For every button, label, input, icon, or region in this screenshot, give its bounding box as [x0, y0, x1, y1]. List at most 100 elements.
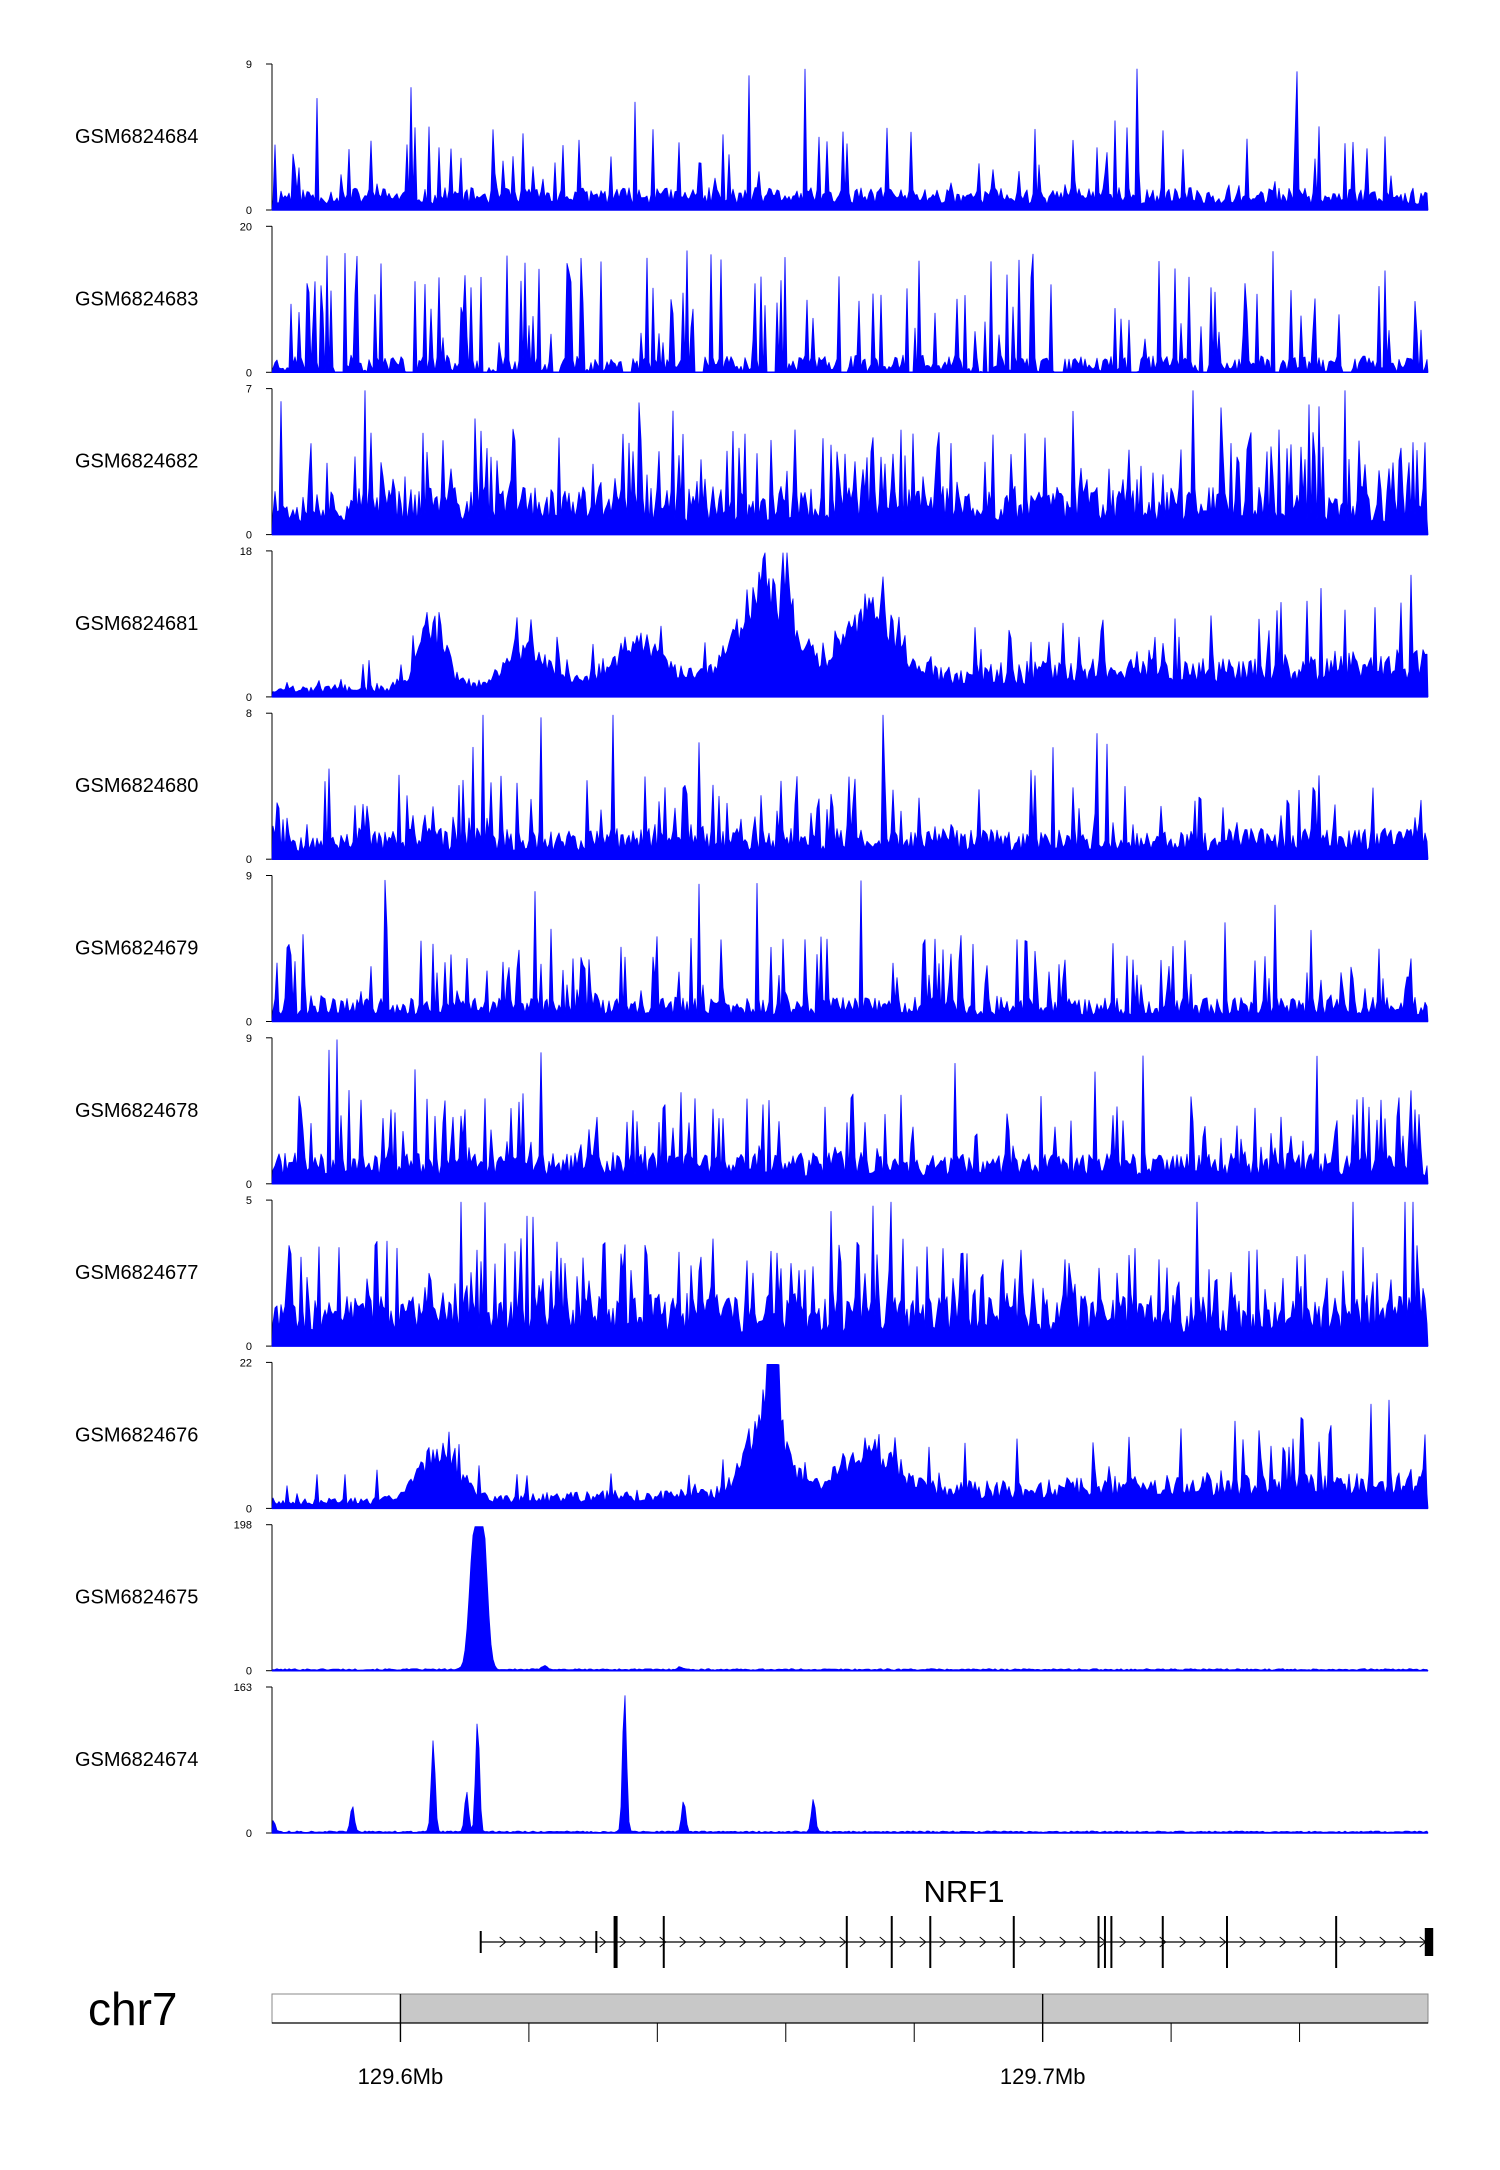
y-axis-min-label: 0 [246, 530, 252, 542]
signal-area [271, 552, 1429, 698]
strand-arrow [979, 1936, 987, 1948]
y-axis-min-label: 0 [246, 1341, 252, 1353]
strand-arrow [879, 1936, 887, 1948]
strand-arrow [779, 1936, 787, 1948]
strand-arrow [1119, 1936, 1127, 1948]
track-label: GSM6824680 [75, 775, 198, 797]
track-GSM6824682: GSM6824682 7 0 [75, 384, 1429, 542]
track-label: GSM6824675 [75, 1587, 198, 1609]
strand-arrow [1059, 1936, 1067, 1948]
track-label: GSM6824676 [75, 1424, 198, 1446]
strand-arrow [1079, 1936, 1087, 1948]
y-axis-min-label: 0 [246, 1666, 252, 1678]
signal-area [271, 1039, 1429, 1185]
strand-arrow [839, 1936, 847, 1948]
y-axis-min-label: 0 [246, 367, 252, 379]
track-label: GSM6824678 [75, 1100, 198, 1122]
y-axis-min-label: 0 [246, 1179, 252, 1191]
track-label: GSM6824684 [75, 126, 198, 148]
track-label: GSM6824681 [75, 613, 198, 635]
strand-arrow [579, 1936, 587, 1948]
strand-arrow [599, 1936, 607, 1948]
strand-arrow [1219, 1936, 1227, 1948]
strand-arrow [739, 1936, 747, 1948]
y-axis-min-label: 0 [246, 205, 252, 217]
track-GSM6824678: GSM6824678 9 0 [75, 1033, 1429, 1191]
signal-area [271, 250, 1429, 373]
strand-arrow [1319, 1936, 1327, 1948]
y-axis-max-label: 22 [240, 1357, 252, 1369]
strand-arrow [1299, 1936, 1307, 1948]
strand-arrow [1259, 1936, 1267, 1948]
y-axis-min-label: 0 [246, 854, 252, 866]
signal-area [271, 714, 1429, 860]
strand-arrow [799, 1936, 807, 1948]
y-axis-max-label: 7 [246, 384, 252, 396]
strand-arrow [1279, 1936, 1287, 1948]
strand-arrow [659, 1936, 667, 1948]
strand-arrow [919, 1936, 927, 1948]
track-GSM6824679: GSM6824679 9 0 [75, 871, 1429, 1029]
strand-arrow [1339, 1936, 1347, 1948]
signal-area [271, 1526, 1429, 1672]
y-axis-max-label: 9 [246, 871, 252, 883]
strand-arrow [1399, 1936, 1407, 1948]
y-axis-max-label: 9 [246, 1033, 252, 1045]
strand-arrow [1179, 1936, 1187, 1948]
x-axis-tick-label: 129.7Mb [1000, 2064, 1086, 2089]
signal-tracks: GSM682468490GSM6824683200GSM682468270GSM… [75, 59, 1429, 1840]
strand-arrow [759, 1936, 767, 1948]
track-GSM6824676: GSM6824676 22 0 [75, 1357, 1429, 1515]
ideogram-band-gray [399, 1993, 1429, 2024]
gene-name: NRF1 [923, 1874, 1004, 1909]
gene-exon [1424, 1928, 1434, 1956]
y-axis-max-label: 198 [234, 1520, 252, 1532]
strand-arrow [699, 1936, 707, 1948]
strand-arrow [899, 1936, 907, 1948]
strand-arrow [819, 1936, 827, 1948]
strand-arrow [1359, 1936, 1367, 1948]
signal-area [271, 879, 1429, 1022]
strand-arrow [499, 1936, 507, 1948]
track-label: GSM6824679 [75, 938, 198, 960]
strand-arrow [1039, 1936, 1047, 1948]
y-axis-max-label: 9 [246, 59, 252, 71]
y-axis-max-label: 5 [246, 1195, 252, 1207]
y-axis-max-label: 163 [234, 1682, 252, 1694]
y-axis-max-label: 20 [240, 221, 252, 233]
strand-arrow [1199, 1936, 1207, 1948]
y-axis-max-label: 18 [240, 546, 252, 558]
strand-arrow [939, 1936, 947, 1948]
track-label: GSM6824674 [75, 1749, 198, 1771]
chromosome-ideogram: chr7 129.6Mb 129.7Mb [88, 1983, 1429, 2089]
track-label: GSM6824677 [75, 1262, 198, 1284]
track-GSM6824675: GSM6824675 198 0 [75, 1520, 1429, 1678]
strand-arrow [539, 1936, 547, 1948]
strand-arrow [719, 1936, 727, 1948]
strand-arrow [1019, 1936, 1027, 1948]
strand-arrow [519, 1936, 527, 1948]
y-axis-min-label: 0 [246, 1503, 252, 1515]
track-GSM6824680: GSM6824680 8 0 [75, 708, 1429, 866]
y-axis-min-label: 0 [246, 1017, 252, 1029]
signal-area [271, 1364, 1429, 1509]
chromosome-label: chr7 [88, 1983, 177, 2035]
strand-arrow [559, 1936, 567, 1948]
strand-arrow [1379, 1936, 1387, 1948]
strand-arrow [679, 1936, 687, 1948]
track-label: GSM6824682 [75, 451, 198, 473]
track-GSM6824684: GSM6824684 9 0 [75, 59, 1429, 217]
signal-area [271, 1695, 1429, 1834]
signal-area [271, 1201, 1429, 1347]
track-label: GSM6824683 [75, 288, 198, 310]
signal-area [271, 390, 1429, 535]
track-GSM6824681: GSM6824681 18 0 [75, 546, 1429, 704]
strand-arrow [1139, 1936, 1147, 1948]
strand-arrow [999, 1936, 1007, 1948]
signal-area [271, 68, 1429, 211]
track-GSM6824677: GSM6824677 5 0 [75, 1195, 1429, 1353]
strand-arrow [859, 1936, 867, 1948]
track-GSM6824683: GSM6824683 20 0 [75, 221, 1429, 379]
y-axis-min-label: 0 [246, 1828, 252, 1840]
